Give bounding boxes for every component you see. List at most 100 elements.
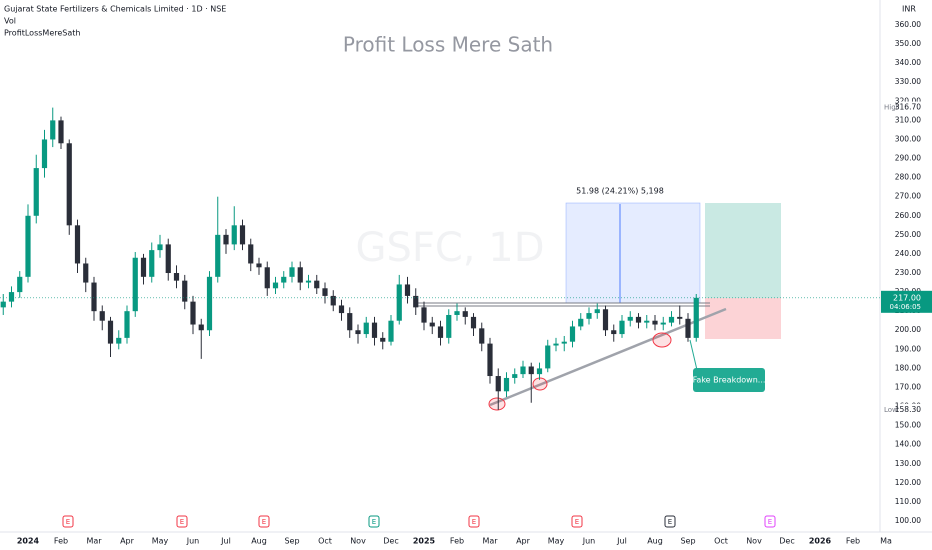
candle-body xyxy=(272,282,279,289)
candle-body xyxy=(190,301,196,325)
candle-body xyxy=(248,244,254,264)
candle-body xyxy=(157,244,163,251)
y-tick-label: 270.00 xyxy=(895,192,921,201)
candle-body xyxy=(470,316,477,329)
earnings-marker xyxy=(664,515,676,528)
candle-body xyxy=(99,311,105,321)
earnings-marker xyxy=(368,515,380,528)
x-tick-label: Feb xyxy=(846,537,860,546)
price-tag-value: 316.70 xyxy=(895,103,921,112)
earnings-label: E xyxy=(575,518,579,526)
candle-body xyxy=(429,322,435,327)
candle-body xyxy=(413,295,419,308)
price-tag-box xyxy=(899,101,932,114)
candle-body xyxy=(74,225,81,264)
candle-body xyxy=(594,309,600,314)
x-tick-label: Ma xyxy=(880,537,892,546)
earnings-marker xyxy=(176,515,188,528)
candle-body xyxy=(396,284,402,321)
touch-circle xyxy=(488,397,506,411)
candle-body xyxy=(223,234,229,245)
price-tag-name: Low xyxy=(884,406,898,414)
callout-box xyxy=(693,368,765,392)
candle-body xyxy=(454,311,460,315)
candle-body xyxy=(322,288,328,296)
candle-body xyxy=(305,280,312,283)
y-tick-label: 140.00 xyxy=(895,440,921,449)
measure-box xyxy=(565,202,701,304)
x-tick-label: Mar xyxy=(86,537,102,546)
x-tick-label: May xyxy=(152,537,169,546)
candle-body xyxy=(512,374,518,378)
candle-body xyxy=(83,263,89,283)
candle-body xyxy=(545,345,551,369)
candle-body xyxy=(231,225,237,245)
y-tick-label: 280.00 xyxy=(895,173,921,182)
candle-body xyxy=(0,301,6,308)
candle-body xyxy=(503,377,510,392)
earnings-marker xyxy=(258,515,270,528)
candle-body xyxy=(446,314,452,338)
candle-body xyxy=(388,320,394,342)
y-tick-label: 230.00 xyxy=(895,268,921,277)
candle-body xyxy=(149,250,155,277)
earnings-label: E xyxy=(180,518,184,526)
touch-circle xyxy=(652,332,672,348)
currency: INR xyxy=(902,5,916,14)
y-tick-label: 290.00 xyxy=(895,154,921,163)
x-tick-label: 2026 xyxy=(809,537,832,546)
candle-body xyxy=(619,320,625,335)
candle-body xyxy=(297,267,303,283)
x-tick-label: Oct xyxy=(714,537,728,546)
earnings-label: E xyxy=(668,518,672,526)
candle-body xyxy=(380,337,386,342)
y-tick-label: 350.00 xyxy=(895,39,921,48)
candle-body xyxy=(652,320,658,325)
y-tick-label: 150.00 xyxy=(895,421,921,430)
y-tick-label: 250.00 xyxy=(895,230,921,239)
x-tick-label: Sep xyxy=(284,537,299,546)
x-tick-label: Nov xyxy=(350,537,366,546)
candle-body xyxy=(50,120,56,140)
earnings-label: E xyxy=(472,518,476,526)
candle-body xyxy=(347,313,353,331)
candle-body xyxy=(421,307,427,323)
callout-text: Fake Breakdown... xyxy=(693,376,766,385)
candle-body xyxy=(116,337,122,344)
y-tick-label: 340.00 xyxy=(895,58,921,67)
y-tick-label: 360.00 xyxy=(895,20,921,29)
earnings-marker xyxy=(62,515,74,528)
y-tick-label: 110.00 xyxy=(895,497,921,506)
candle-body xyxy=(363,322,369,335)
price-tag-value: 158.30 xyxy=(895,405,921,414)
candle-body xyxy=(495,376,501,392)
candle-body xyxy=(611,330,617,335)
candle-body xyxy=(256,263,262,268)
y-tick-label: 200.00 xyxy=(895,325,921,334)
candle-body xyxy=(660,322,666,325)
y-tick-label: 330.00 xyxy=(895,77,921,86)
x-tick-label: 2025 xyxy=(413,537,436,546)
x-tick-label: Feb xyxy=(54,537,68,546)
candle-body xyxy=(33,168,39,216)
y-tick-label: 300.00 xyxy=(895,134,921,143)
x-tick-label: Aug xyxy=(647,537,663,546)
earnings-label: E xyxy=(66,518,70,526)
candle-body xyxy=(91,282,97,312)
target-zone xyxy=(705,203,781,298)
y-tick-label: 260.00 xyxy=(895,211,921,220)
x-tick-label: Mar xyxy=(482,537,498,546)
candle-body xyxy=(677,316,683,319)
x-tick-label: Dec xyxy=(779,537,794,546)
candle-body xyxy=(693,297,699,338)
candle-body xyxy=(404,284,411,296)
candle-body xyxy=(206,276,213,331)
y-tick-label: 240.00 xyxy=(895,249,921,258)
candle-body xyxy=(685,318,691,338)
candle-body xyxy=(173,273,180,281)
earnings-label: E xyxy=(262,518,266,526)
candle-body xyxy=(561,341,567,344)
candle-body xyxy=(569,326,576,342)
candle-body xyxy=(479,328,485,344)
